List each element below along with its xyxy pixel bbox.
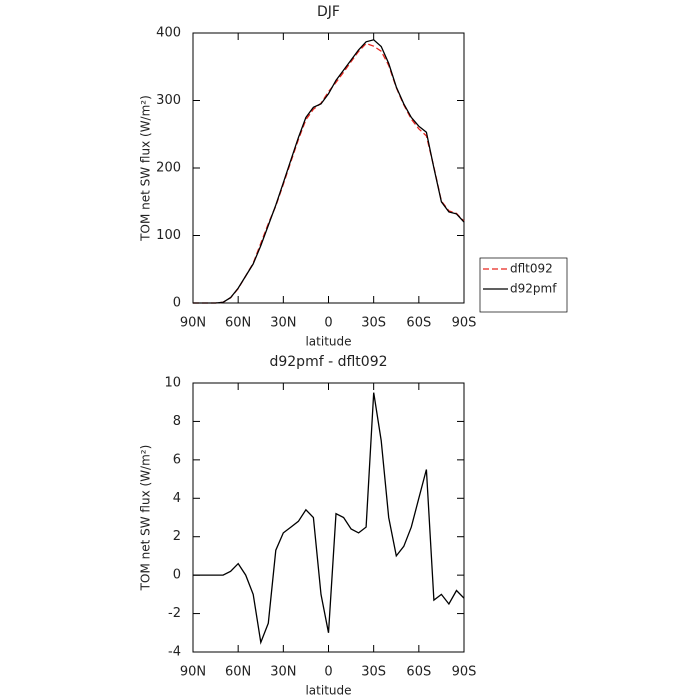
y-tick-label: 6 <box>173 452 181 467</box>
x-tick-label: 30N <box>270 316 296 331</box>
y-tick-label: 4 <box>173 491 181 506</box>
y-tick-label: 8 <box>173 414 181 429</box>
y-tick-label: 300 <box>156 93 181 108</box>
y-axis-label: TOM net SW flux (W/m²) <box>139 95 153 242</box>
x-tick-label: 30N <box>270 665 296 680</box>
y-tick-label: -4 <box>168 645 181 660</box>
plot-frame <box>192 32 465 304</box>
y-tick-label: -2 <box>168 606 181 621</box>
data-line <box>193 392 465 645</box>
chart-title: DJF <box>317 4 340 20</box>
x-tick-label: 60S <box>406 316 431 331</box>
x-tick-label: 60S <box>406 665 431 680</box>
y-tick-label: 10 <box>164 376 181 391</box>
x-tick-label: 90S <box>452 665 477 680</box>
y-tick-label: 100 <box>156 228 181 243</box>
x-tick-label: 60N <box>225 316 251 331</box>
plot-frame <box>192 382 465 653</box>
x-tick-label: 0 <box>324 316 332 331</box>
x-tick-label: 90S <box>452 316 477 331</box>
chart-title: d92pmf - dflt092 <box>269 354 387 370</box>
y-tick-label: 0 <box>173 296 181 311</box>
x-tick-label: 30S <box>361 665 386 680</box>
y-axis-label: TOM net SW flux (W/m²) <box>139 445 153 592</box>
x-axis-label: latitude <box>305 684 351 698</box>
y-tick-label: 2 <box>173 529 181 544</box>
x-tick-label: 90N <box>180 316 206 331</box>
y-tick-label: 400 <box>156 26 181 41</box>
legend-label: dflt092 <box>510 262 553 276</box>
x-tick-label: 90N <box>180 665 206 680</box>
x-tick-label: 60N <box>225 665 251 680</box>
legend-label: d92pmf <box>510 282 557 296</box>
y-tick-label: 200 <box>156 161 181 176</box>
data-line <box>193 39 465 304</box>
x-tick-label: 0 <box>324 665 332 680</box>
x-axis-label: latitude <box>305 335 351 349</box>
x-tick-label: 30S <box>361 316 386 331</box>
legend-box <box>479 257 568 313</box>
data-line <box>193 42 465 304</box>
y-tick-label: 0 <box>173 568 181 583</box>
